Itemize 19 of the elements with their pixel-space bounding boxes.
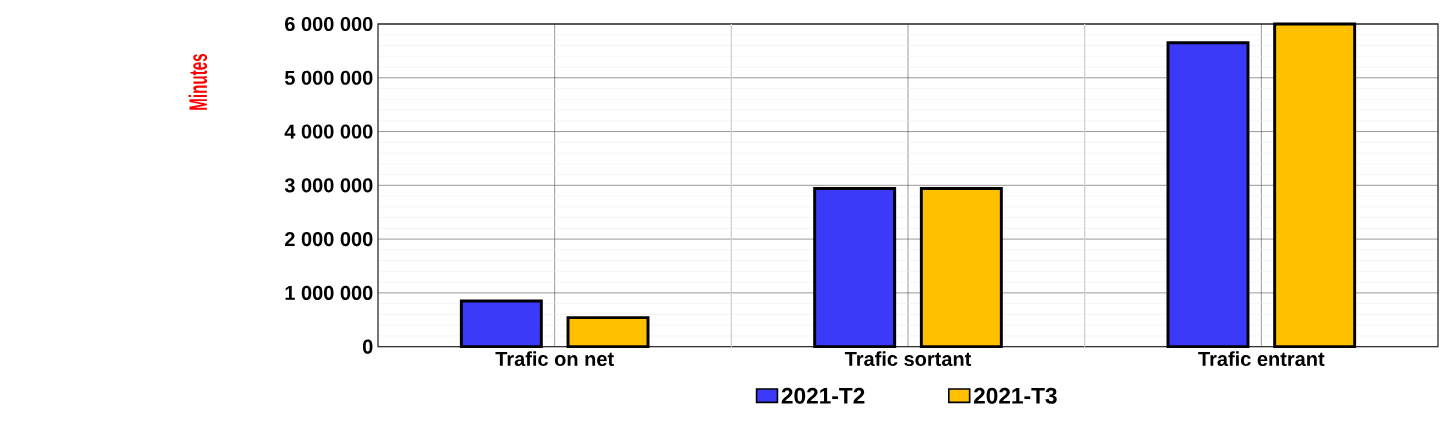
- y-tick-label: 1 000 000: [285, 285, 373, 300]
- legend-label: 2021-T2: [781, 387, 865, 404]
- legend-label: 2021-T3: [973, 387, 1057, 404]
- y-tick-label: 5 000 000: [284, 70, 373, 85]
- bar: [1166, 41, 1250, 349]
- y-tick-label: 6 000 000: [285, 16, 373, 32]
- bar: [813, 187, 897, 349]
- bar: [1273, 22, 1357, 349]
- y-tick-label: 4 000 000: [284, 124, 373, 139]
- y-tick-label: 2 000 000: [285, 232, 373, 247]
- bar: [459, 299, 543, 349]
- y-tick-label: 0: [362, 339, 373, 354]
- x-tick-label: Trafic on net: [495, 351, 614, 367]
- x-tick-label: Trafic entrant: [1198, 351, 1325, 367]
- bar: [919, 187, 1003, 349]
- y-tick-label: 3 000 000: [284, 178, 373, 193]
- y-axis-title: Minutes: [188, 53, 208, 110]
- x-tick-label: Trafic sortant: [844, 351, 972, 367]
- bar: [566, 316, 650, 349]
